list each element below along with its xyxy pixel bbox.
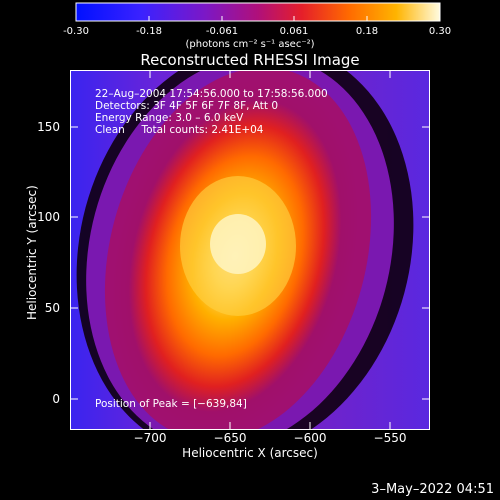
colorbar-units-label: (photons cm⁻² s⁻¹ asec⁻²) xyxy=(185,39,315,50)
x-tick-label: −650 xyxy=(213,431,247,445)
colorbar-tick-label: 0.061 xyxy=(279,26,309,37)
timestamp: 3–May–2022 04:51 xyxy=(371,482,494,497)
info-line: 22–Aug–2004 17:54:56.000 to 17:58:56.000 xyxy=(95,88,328,100)
info-line: Energy Range: 3.0 – 6.0 keV xyxy=(95,112,244,124)
peak-position-label: Position of Peak = [−639,84] xyxy=(95,398,247,410)
colorbar xyxy=(75,2,441,22)
info-line: Clean Total counts: 2.41E+04 xyxy=(95,124,264,136)
image-title: Reconstructed RHESSI Image xyxy=(140,51,360,69)
rhessi-image xyxy=(70,70,430,430)
x-axis-label: Heliocentric X (arcsec) xyxy=(182,446,318,460)
y-axis-label: Heliocentric Y (arcsec) xyxy=(25,185,39,320)
x-tick-label: −700 xyxy=(133,431,167,445)
x-tick-label: −600 xyxy=(293,431,327,445)
x-tick-label: −550 xyxy=(373,431,407,445)
y-tick-label: 0 xyxy=(52,392,60,406)
colorbar-tick-label: 0.18 xyxy=(355,26,379,37)
colorbar-tick-label: -0.061 xyxy=(205,26,239,37)
colorbar-tick-label: -0.30 xyxy=(63,26,89,37)
y-tick-label: 50 xyxy=(44,301,60,315)
y-tick-label: 100 xyxy=(37,210,60,224)
info-line: Detectors: 3F 4F 5F 6F 7F 8F, Att 0 xyxy=(95,100,279,112)
colorbar-tick-label: 0.30 xyxy=(428,26,452,37)
y-tick-label: 150 xyxy=(37,120,60,134)
colorbar-tick-label: -0.18 xyxy=(136,26,162,37)
